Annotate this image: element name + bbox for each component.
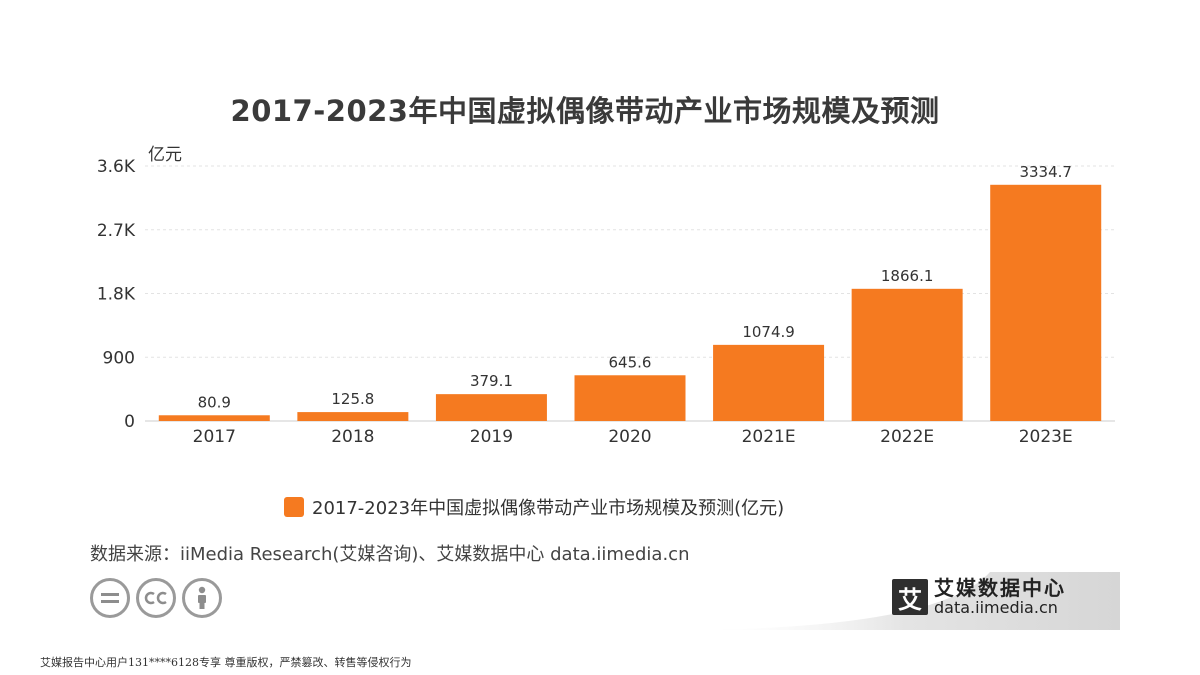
bar-2021E xyxy=(713,344,825,421)
x-tick-label: 2017 xyxy=(193,427,236,447)
y-tick-label: 900 xyxy=(103,348,135,368)
x-tick-label: 2020 xyxy=(608,427,651,447)
x-axis-ticks: 2017 2018 2019 2020 2021E 2022E 2023E xyxy=(193,427,1073,447)
y-tick-label: 1.8K xyxy=(97,285,136,305)
equals-icon xyxy=(90,578,130,618)
footer-note: 艾媒报告中心用户131****6128专享 尊重版权，严禁篡改、转售等侵权行为 xyxy=(40,656,412,669)
brand-logo-block: 艾 艾媒数据中心 data.iimedia.cn xyxy=(892,577,1066,617)
x-tick-label: 2019 xyxy=(470,427,513,447)
value-label: 379.1 xyxy=(470,372,513,390)
source-note: 数据来源：iiMedia Research(艾媒咨询)、艾媒数据中心 data.… xyxy=(90,544,690,565)
chart-title: 2017-2023年中国虚拟偶像带动产业市场规模及预测 xyxy=(230,94,940,128)
value-label: 1074.9 xyxy=(742,323,795,341)
bar-2019 xyxy=(435,394,547,421)
y-axis-ticks: 0 900 1.8K 2.7K 3.6K xyxy=(97,157,136,432)
value-label: 645.6 xyxy=(609,353,652,371)
bar-2022E xyxy=(851,288,963,421)
bar-2023E xyxy=(990,184,1102,421)
bar-2017 xyxy=(158,415,270,421)
value-label: 1866.1 xyxy=(881,267,934,285)
y-tick-label: 0 xyxy=(124,412,135,432)
brand-logo: 艾 xyxy=(892,579,928,615)
legend-swatch xyxy=(284,497,304,517)
person-icon xyxy=(182,578,222,618)
cc-icon xyxy=(136,578,176,618)
x-tick-label: 2022E xyxy=(880,427,934,447)
value-labels: 80.9 125.8 379.1 645.6 1074.9 1866.1 3334.7 xyxy=(198,163,1072,411)
value-label: 3334.7 xyxy=(1019,163,1072,181)
y-axis-unit: 亿元 xyxy=(148,145,182,165)
license-icons xyxy=(90,578,222,618)
legend-label: 2017-2023年中国虚拟偶像带动产业市场规模及预测(亿元) xyxy=(312,498,785,519)
value-label: 125.8 xyxy=(331,390,374,408)
y-tick-label: 2.7K xyxy=(97,221,136,241)
bar-2020 xyxy=(574,375,686,421)
brand-url: data.iimedia.cn xyxy=(934,598,1058,617)
x-tick-label: 2023E xyxy=(1019,427,1073,447)
brand-banner xyxy=(690,572,1120,630)
x-tick-label: 2021E xyxy=(742,427,796,447)
legend: 2017-2023年中国虚拟偶像带动产业市场规模及预测(亿元) xyxy=(284,494,784,520)
x-tick-label: 2018 xyxy=(331,427,374,447)
bars xyxy=(158,184,1102,421)
brand-name: 艾媒数据中心 xyxy=(934,576,1066,600)
bar-2018 xyxy=(297,412,409,421)
y-tick-label: 3.6K xyxy=(97,157,136,177)
value-label: 80.9 xyxy=(198,393,231,411)
